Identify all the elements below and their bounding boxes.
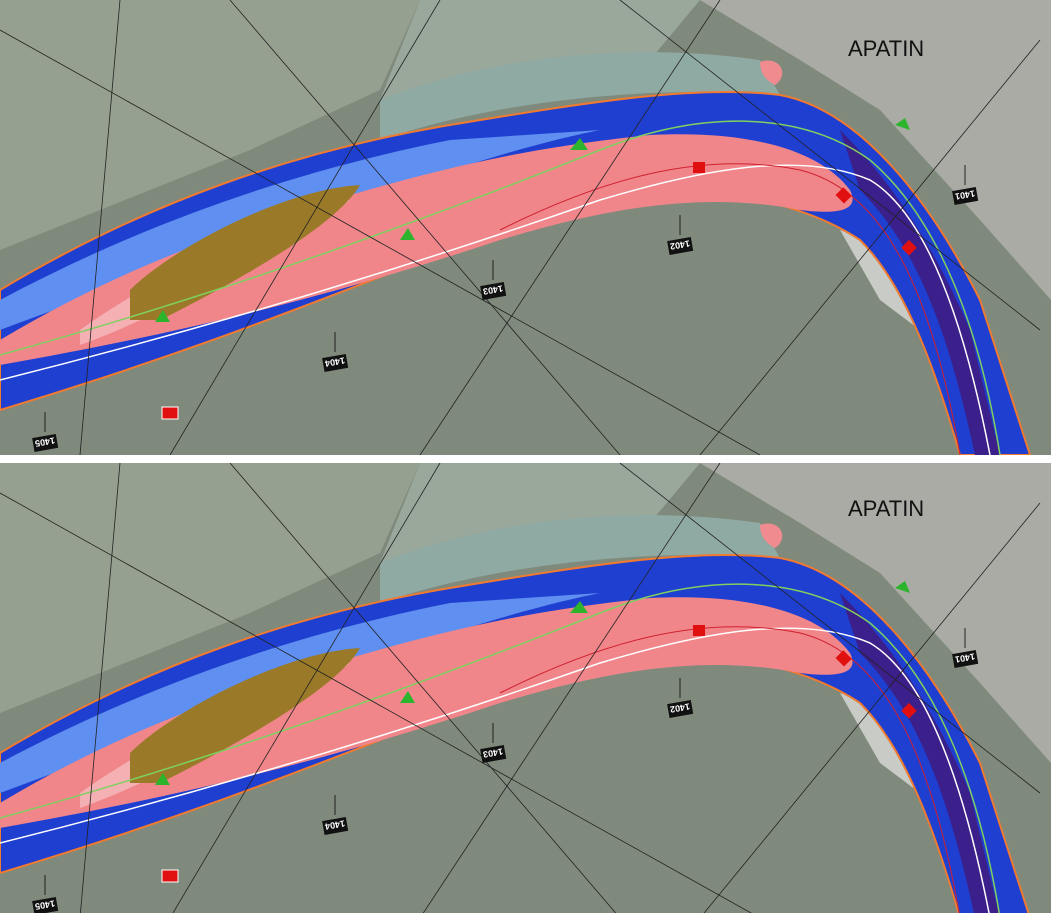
- map-figure: APATIN 14051404140314021401 APATIN 14051…: [0, 0, 1051, 913]
- place-label: APATIN: [848, 36, 924, 61]
- river-map: [0, 463, 1051, 913]
- place-label: APATIN: [848, 496, 924, 521]
- river-map: [0, 0, 1051, 455]
- panel-gap: [0, 455, 1051, 463]
